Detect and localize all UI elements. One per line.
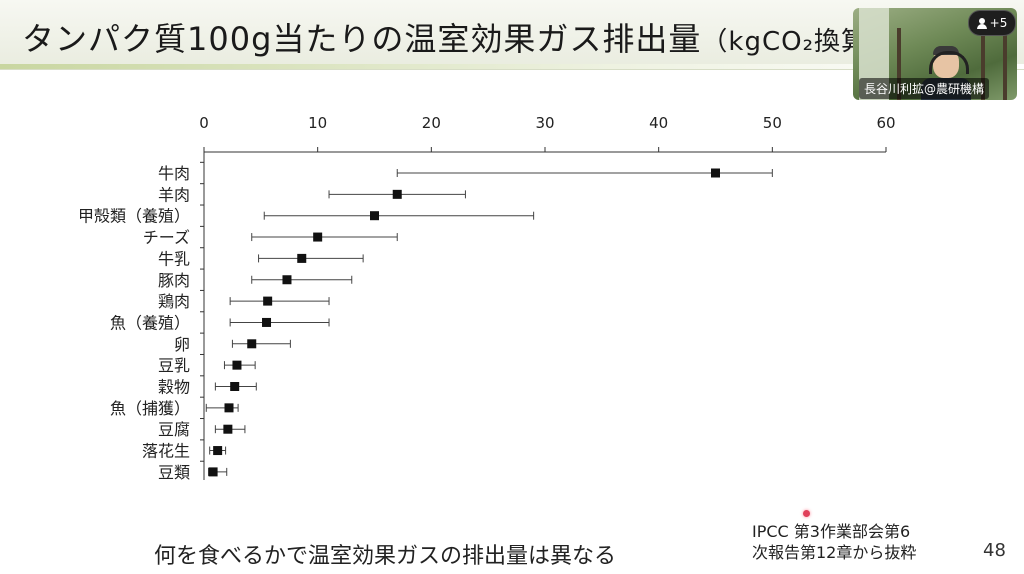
- source-line-1: IPCC 第3作業部会第6: [752, 522, 911, 541]
- x-tick-label: 50: [763, 114, 782, 132]
- data-point-marker: [223, 424, 233, 434]
- category-label: 魚（養殖）: [110, 313, 190, 332]
- category-label: 落花生: [142, 442, 190, 461]
- category-label: 牛乳: [158, 249, 190, 268]
- category-label: 豆腐: [158, 420, 190, 439]
- participants-button[interactable]: +5: [968, 10, 1016, 36]
- category-label: 穀物: [158, 378, 190, 397]
- data-point-marker: [232, 360, 242, 370]
- data-point-marker: [224, 403, 234, 413]
- laser-pointer-dot: [803, 510, 810, 517]
- data-point-marker: [213, 446, 223, 456]
- category-label: 豚肉: [158, 271, 190, 290]
- data-point-marker: [230, 382, 240, 391]
- category-label: チーズ: [143, 228, 190, 247]
- data-point-marker: [208, 467, 218, 477]
- category-label: 牛肉: [158, 164, 190, 183]
- x-tick-label: 60: [876, 114, 895, 132]
- x-tick-label: 10: [308, 114, 327, 132]
- data-point-marker: [297, 253, 307, 263]
- headset-icon: [929, 51, 969, 74]
- data-point-marker: [282, 275, 292, 285]
- data-point-marker: [263, 296, 273, 306]
- data-point-marker: [262, 317, 272, 327]
- person-icon: [976, 17, 987, 29]
- x-tick-label: 20: [422, 114, 441, 132]
- category-label: 羊肉: [158, 185, 190, 204]
- x-tick-label: 30: [535, 114, 554, 132]
- category-label: 魚（捕獲）: [110, 399, 190, 418]
- category-label: 卵: [174, 335, 190, 354]
- data-point-marker: [247, 339, 257, 349]
- video-tree-trunk: [1003, 28, 1007, 100]
- category-label: 豆乳: [158, 356, 190, 375]
- source-line-2: 次報告第12章から抜粋: [752, 543, 917, 562]
- participant-count: +5: [989, 16, 1008, 30]
- category-label: 鶏肉: [158, 292, 190, 311]
- data-point-marker: [313, 232, 323, 242]
- x-tick-label: 40: [649, 114, 668, 132]
- slide-title: タンパク質100g当たりの温室効果ガス排出量（kgCO₂換算）: [22, 14, 895, 60]
- participant-name-label: 長谷川利拡@農研機構: [859, 78, 990, 99]
- x-tick-label: 0: [199, 114, 209, 132]
- data-point-marker: [711, 168, 720, 178]
- page-number: 48: [983, 540, 1006, 561]
- data-point-marker: [392, 189, 402, 199]
- video-tree-trunk: [897, 28, 901, 100]
- source-note: IPCC 第3作業部会第6 次報告第12章から抜粋: [752, 521, 916, 563]
- video-tree-trunk: [981, 28, 985, 100]
- slide-caption: 何を食べるかで温室効果ガスの排出量は異なる: [154, 544, 617, 569]
- category-label: 甲殻類（養殖）: [78, 207, 190, 226]
- title-accent-line: [0, 64, 1024, 69]
- slide-title-main: タンパク質100g当たりの温室効果ガス排出量: [22, 20, 702, 58]
- category-label: 豆類: [158, 463, 190, 482]
- participant-hair: [933, 46, 959, 55]
- data-point-marker: [370, 211, 379, 221]
